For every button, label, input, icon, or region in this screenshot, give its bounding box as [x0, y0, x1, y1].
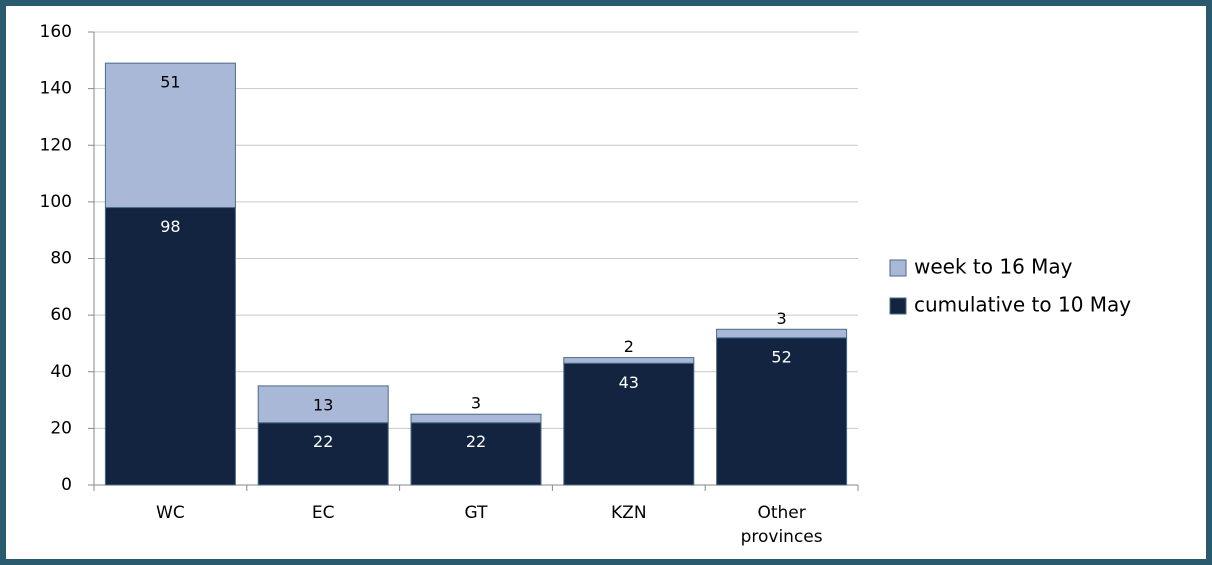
- x-tick-label: GT: [464, 503, 488, 523]
- data-label: 2: [624, 337, 634, 356]
- data-label: 22: [313, 432, 333, 451]
- y-tick-label: 60: [50, 305, 72, 325]
- y-tick-label: 20: [50, 418, 72, 438]
- legend-label: week to 16 May: [914, 255, 1073, 279]
- bar-segment: [104, 62, 236, 209]
- data-label: 13: [313, 395, 333, 414]
- legend-label: cumulative to 10 May: [914, 293, 1131, 317]
- bar-segment: [563, 362, 695, 486]
- data-label: 51: [160, 73, 180, 92]
- data-label: 52: [771, 347, 791, 366]
- x-tick-label: WC: [156, 503, 185, 523]
- data-label: 98: [160, 217, 180, 236]
- data-label: 43: [619, 373, 639, 392]
- y-tick-label: 0: [61, 475, 72, 495]
- x-tick-label: Other provinces: [740, 503, 823, 547]
- x-tick-label: KZN: [611, 503, 647, 523]
- legend-swatch: [889, 297, 907, 315]
- y-tick-label: 80: [50, 249, 72, 269]
- y-tick-label: 100: [40, 192, 72, 212]
- data-label: 3: [777, 309, 787, 328]
- y-tick-label: 120: [40, 135, 72, 155]
- data-label: 22: [466, 432, 486, 451]
- bar-segment: [257, 385, 389, 424]
- y-tick-label: 40: [50, 362, 72, 382]
- bar-segment: [716, 337, 848, 486]
- y-tick-label: 140: [40, 79, 72, 99]
- bar-segment: [410, 413, 542, 424]
- bar-segment: [257, 422, 389, 486]
- bar-segment: [716, 328, 848, 339]
- legend-swatch: [889, 259, 907, 277]
- bar-segment: [410, 422, 542, 486]
- x-tick-label: EC: [311, 503, 335, 523]
- bar-segment: [563, 357, 695, 364]
- y-tick-label: 160: [40, 22, 72, 42]
- data-label: 3: [471, 394, 481, 413]
- bar-segment: [104, 207, 236, 486]
